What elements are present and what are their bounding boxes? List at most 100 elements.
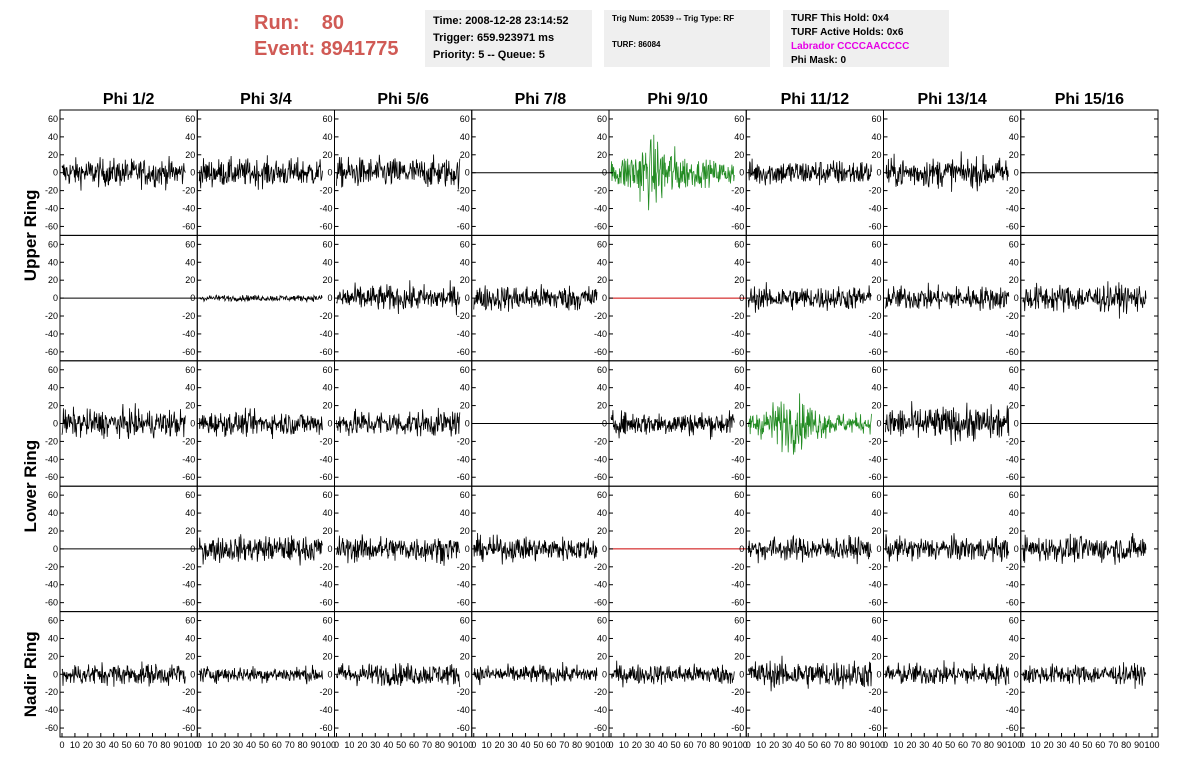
waveform-trace [885,282,1010,311]
waveform-trace [61,403,186,440]
x-tick-label: 70 [285,740,295,750]
y-tick-label: 40 [460,383,470,393]
y-tick-label: -20 [182,186,195,196]
y-tick-label: 60 [871,365,881,375]
y-tick-label: 60 [185,365,195,375]
x-tick-label: 20 [1044,740,1054,750]
y-tick-label: 20 [871,526,881,536]
y-tick-label: 60 [871,490,881,500]
x-tick-label: 50 [259,740,269,750]
y-tick-label: -20 [731,436,744,446]
y-tick-label: 0 [327,544,332,554]
y-tick-label: -20 [1006,687,1019,697]
y-tick-label: 40 [48,383,58,393]
y-tick-label: -40 [457,329,470,339]
y-tick-label: 20 [322,150,332,160]
y-tick-label: 20 [185,526,195,536]
y-tick-label: -60 [319,347,332,357]
y-tick-label: 40 [734,633,744,643]
y-tick-label: -60 [182,221,195,231]
y-tick-label: -20 [731,186,744,196]
waveform-trace [1022,532,1147,565]
y-tick-label: -40 [594,329,607,339]
y-tick-label: 40 [734,257,744,267]
y-tick-label: 20 [48,651,58,661]
y-tick-label: 60 [48,239,58,249]
y-tick-label: -40 [868,329,881,339]
x-tick-label: 60 [684,740,694,750]
x-tick-label: 70 [147,740,157,750]
waveform-trace [1022,281,1147,319]
waveform-trace [610,410,735,440]
waveform-trace [61,661,186,687]
trigger-text: Trigger: 659.923971 ms [433,32,555,44]
waveform-trace [610,660,735,688]
x-tick-label: 40 [932,740,942,750]
y-tick-label: -60 [182,347,195,357]
y-tick-label: -20 [45,311,58,321]
y-tick-label: 60 [734,490,744,500]
run-value: 80 [321,12,345,34]
x-tick-label: 60 [821,740,831,750]
y-tick-label: -20 [319,562,332,572]
y-tick-label: 20 [322,401,332,411]
y-tick-label: -40 [1006,454,1019,464]
y-tick-label: -20 [1006,311,1019,321]
y-tick-label: -20 [731,687,744,697]
y-tick-label: -60 [45,598,58,608]
y-tick-label: 60 [597,616,607,626]
y-tick-label: 0 [739,419,744,429]
x-tick-label: 20 [632,740,642,750]
x-tick-label: 100 [595,740,610,750]
y-tick-label: 40 [185,132,195,142]
x-tick-label: 90 [1134,740,1144,750]
y-tick-label: 20 [734,651,744,661]
y-tick-label: 20 [322,651,332,661]
y-tick-label: -40 [45,705,58,715]
y-tick-label: -60 [594,347,607,357]
y-tick-label: 0 [1014,669,1019,679]
y-tick-label: -20 [45,562,58,572]
y-tick-label: -60 [457,347,470,357]
y-tick-label: -40 [594,204,607,214]
ring-label-nadir-ring: Nadir Ring [21,631,40,717]
waveform-trace [198,534,323,566]
y-tick-label: -60 [868,723,881,733]
y-tick-label: 0 [53,293,58,303]
x-tick-label: 10 [1031,740,1041,750]
y-tick-label: 40 [48,257,58,267]
y-tick-label: 20 [48,526,58,536]
y-tick-label: -40 [1006,580,1019,590]
y-tick-label: 20 [460,275,470,285]
y-tick-label: 60 [1009,365,1019,375]
x-tick-label: 0 [1020,740,1025,750]
y-tick-label: 0 [190,293,195,303]
y-tick-label: 0 [876,669,881,679]
y-tick-label: 0 [327,293,332,303]
y-tick-label: -60 [1006,221,1019,231]
y-tick-label: 0 [1014,544,1019,554]
y-tick-label: 60 [871,239,881,249]
y-tick-label: 20 [1009,150,1019,160]
y-tick-label: 40 [734,132,744,142]
y-tick-label: 20 [460,651,470,661]
x-tick-label: 90 [173,740,183,750]
x-tick-label: 90 [448,740,458,750]
y-tick-label: 0 [53,669,58,679]
x-tick-label: 90 [860,740,870,750]
x-tick-label: 80 [1121,740,1131,750]
waveform-trace [748,158,872,186]
y-tick-label: 20 [185,275,195,285]
waveform-trace [747,393,872,455]
y-tick-label: 60 [48,114,58,124]
y-tick-label: -60 [731,723,744,733]
y-tick-label: 60 [1009,490,1019,500]
y-tick-label: -60 [182,598,195,608]
y-tick-label: 0 [1014,168,1019,178]
y-tick-label: 60 [597,490,607,500]
y-tick-label: 40 [185,633,195,643]
y-tick-label: -40 [868,204,881,214]
y-tick-label: -20 [182,436,195,446]
y-tick-label: -40 [182,329,195,339]
y-tick-label: 60 [460,114,470,124]
